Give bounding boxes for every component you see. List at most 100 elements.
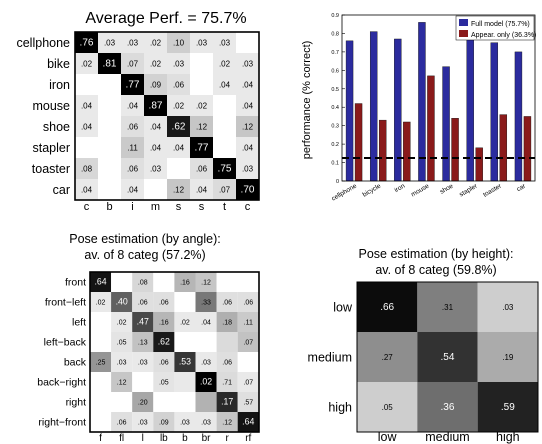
matrix-cell [132, 332, 154, 352]
cell-value: .62 [172, 121, 186, 132]
cell-value: .07 [127, 59, 139, 68]
legend-swatch-full [459, 19, 468, 26]
cell-value: .75 [218, 163, 232, 174]
matrix-cell [75, 137, 98, 158]
cell-value: .02 [219, 59, 231, 68]
matrix-cell [75, 179, 98, 200]
confusion-matrix-pose-height: Pose estimation (by height): av. of 8 ca… [308, 247, 539, 444]
matrix-cell [190, 32, 213, 53]
x-tick-label: shoe [439, 182, 455, 195]
cell-value: .04 [196, 185, 208, 194]
matrix-cell [357, 382, 418, 432]
cell-value: .06 [159, 359, 169, 366]
col-label: f [99, 433, 102, 444]
y-tick-label: 0 [336, 179, 339, 185]
y-ticks: 0 0.1 0.2 0.3 0.4 0.5 0.6 0.7 0.8 0.9 [331, 13, 345, 185]
matrix-cell [153, 312, 175, 332]
matrix-cell [237, 292, 259, 312]
matrix-cell [236, 137, 259, 158]
cell-value: .02 [150, 59, 162, 68]
matrix-cell [216, 392, 238, 412]
cell-value: .06 [173, 80, 185, 89]
matrix-cell [190, 179, 213, 200]
matrix-cell [195, 312, 217, 332]
row-label: left [72, 317, 86, 329]
matrix-cell [417, 282, 478, 332]
matrix-cell [75, 74, 98, 95]
y-tick-label: 0.8 [331, 31, 339, 37]
matrix-cell [167, 95, 190, 116]
row-label: medium [308, 350, 352, 364]
row-label: cellphone [16, 36, 70, 50]
matrix-cell [121, 74, 144, 95]
matrix-cell [153, 352, 175, 372]
matrix-cell [144, 179, 167, 200]
cell-value: .06 [243, 299, 253, 306]
cell-value: .03 [242, 59, 254, 68]
cell-value: .03 [242, 164, 254, 173]
cell-value: .13 [138, 339, 148, 346]
cell-value: .04 [81, 185, 93, 194]
cell-value: .03 [180, 419, 190, 426]
x-tick-label: iron [393, 182, 406, 194]
cell-value: .03 [173, 59, 185, 68]
cell-value: .10 [173, 38, 185, 47]
matrix-cell [236, 179, 259, 200]
matrix-cell [236, 95, 259, 116]
cell-value: .09 [159, 419, 169, 426]
y-tick-label: 0.1 [331, 161, 339, 167]
matrix-cell [75, 158, 98, 179]
matrix-cell [111, 392, 133, 412]
matrix-cell [237, 352, 259, 372]
matrix-cell [167, 137, 190, 158]
matrix-cell [236, 32, 259, 53]
matrix-cell [132, 352, 154, 372]
matrix-cell [190, 158, 213, 179]
cell-value: .04 [173, 143, 185, 152]
matrix-cell [98, 137, 121, 158]
matrix-cell [477, 332, 538, 382]
matrix-cell [132, 312, 154, 332]
x-tick-label: car [516, 182, 528, 193]
matrix-cell [121, 179, 144, 200]
cell-value: .06 [196, 164, 208, 173]
y-tick-label: 0.4 [331, 105, 339, 111]
legend-label-appear: Appear. only (36.3%) [471, 32, 536, 39]
cell-value: .03 [150, 164, 162, 173]
cell-value: .03 [219, 38, 231, 47]
cell-value: .77 [195, 142, 209, 153]
bar-full-model [514, 51, 523, 182]
matrix-cell [153, 412, 175, 432]
col-label: c [84, 201, 90, 213]
matrix-cell [174, 412, 196, 432]
cell-value: .06 [127, 164, 139, 173]
cell-value: .03 [127, 38, 139, 47]
bar-full-model [394, 38, 402, 182]
pose-angle-title-line2: av. of 8 categ (57.2%) [84, 248, 205, 262]
row-labels: low medium high [308, 300, 353, 414]
x-tick-label: bicycle [361, 182, 382, 198]
cell-value: .04 [127, 101, 139, 110]
x-tick-labels: cellphone bicycle iron mouse shoe stapler toas… [330, 182, 527, 202]
matrix-cell [90, 392, 112, 412]
bar-appear-only [475, 147, 483, 182]
cell-value: .25 [96, 359, 106, 366]
matrix-cell [144, 137, 167, 158]
matrix-cell [357, 282, 418, 332]
col-label: r [225, 433, 229, 444]
matrix-cell [195, 392, 217, 412]
cell-value: .12 [196, 122, 208, 131]
matrix-cell [132, 392, 154, 412]
row-label: front [65, 277, 86, 289]
row-labels: front front−left left left−back back back−rig… [37, 277, 86, 429]
cell-value: .20 [138, 399, 148, 406]
cell-value: .07 [243, 339, 253, 346]
matrix-cell [111, 372, 133, 392]
legend-box [455, 15, 535, 41]
matrix-cell [477, 282, 538, 332]
cell-value: .04 [81, 122, 93, 131]
row-labels: cellphone bike iron mouse shoe stapler toaster… [16, 36, 70, 197]
matrix-cell [98, 158, 121, 179]
cell-value: .05 [117, 339, 127, 346]
matrix-cell [167, 158, 190, 179]
